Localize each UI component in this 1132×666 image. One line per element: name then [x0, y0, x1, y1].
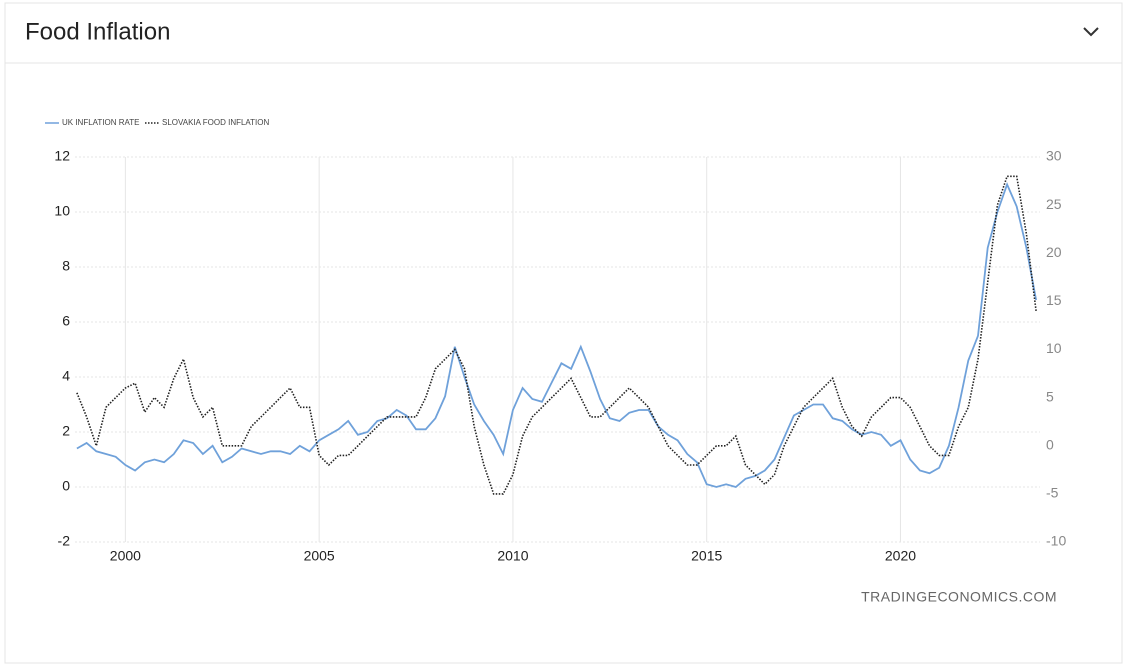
- series-line: [76, 175, 1037, 495]
- series-line: [76, 182, 1037, 488]
- card: [4, 2, 1123, 664]
- y-tick-label: 8: [62, 258, 70, 274]
- y2-tick-label: 10: [1046, 340, 1062, 356]
- x-tick-label: 2005: [304, 548, 335, 564]
- x-tick-label: 2010: [497, 548, 528, 564]
- y-tick-label: 4: [62, 368, 70, 384]
- legend-label: UK INFLATION RATE: [62, 118, 140, 127]
- x-tick-label: 2020: [885, 548, 916, 564]
- chart-title: Food Inflation: [25, 18, 170, 45]
- y2-tick-label: 0: [1046, 436, 1054, 452]
- y-tick-label: 10: [54, 203, 70, 219]
- y-tick-label: 12: [54, 148, 70, 164]
- x-tick-label: 2000: [110, 548, 141, 564]
- y2-tick-label: 5: [1046, 388, 1054, 404]
- x-tick-label: 2015: [691, 548, 722, 564]
- y2-tick-label: 30: [1046, 148, 1062, 164]
- collapse-chevron[interactable]: [1083, 27, 1099, 37]
- legend-label: SLOVAKIA FOOD INFLATION: [162, 118, 270, 127]
- y-tick-label: 2: [62, 423, 70, 439]
- y-tick-label: 6: [62, 313, 70, 329]
- source-watermark: TRADINGECONOMICS.COM: [861, 589, 1057, 605]
- y2-tick-label: 25: [1046, 196, 1062, 212]
- y-tick-label: 0: [62, 478, 70, 494]
- y2-tick-label: -10: [1046, 533, 1066, 549]
- y-tick-label: -2: [58, 533, 71, 549]
- y2-tick-label: 15: [1046, 292, 1062, 308]
- y2-tick-label: 20: [1046, 244, 1062, 260]
- y2-tick-label: -5: [1046, 485, 1059, 501]
